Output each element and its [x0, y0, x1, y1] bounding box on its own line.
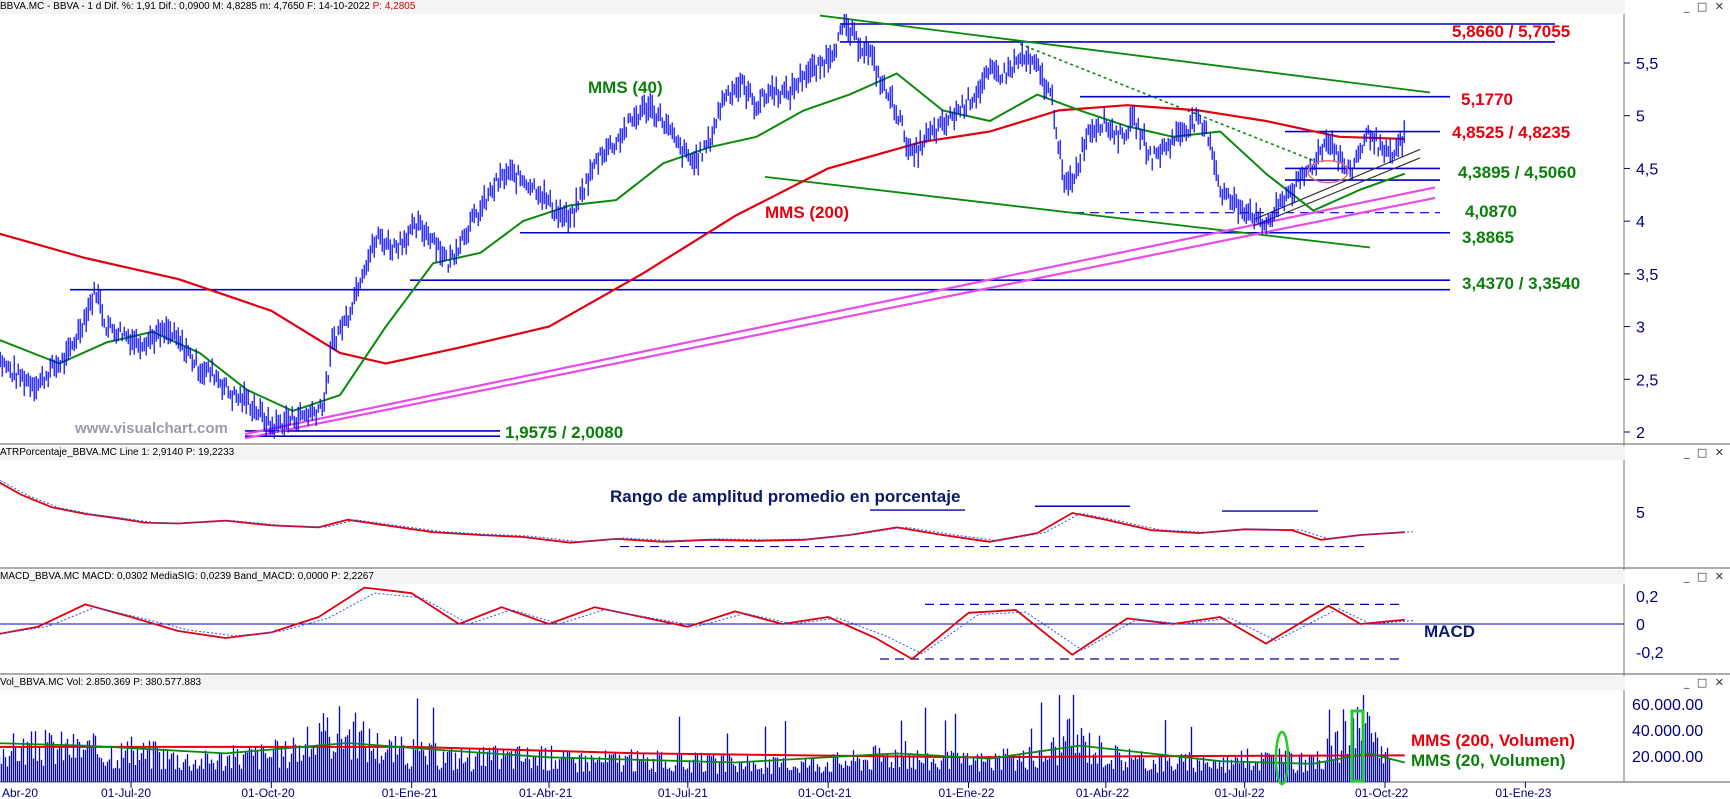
macd-ytick-label: -0,2 — [1636, 645, 1664, 662]
vol-highlight-rect — [1350, 709, 1365, 783]
level-label-3-8865: 3,8865 — [1462, 228, 1514, 247]
mms40-line — [0, 72, 1406, 412]
volume-panel: 60.000.00 40.000.00 20.000.00 — [0, 695, 1703, 786]
vol-highlight-ellipse — [1274, 730, 1290, 786]
xtick-label: 01-Ene-22 — [939, 786, 995, 799]
level-label-4-8525: 4,8525 / 4,8235 — [1452, 123, 1571, 142]
xtick-label: 01-Abr-22 — [1076, 786, 1130, 799]
channel-lower-line — [764, 175, 1371, 249]
vol-mms20-line — [0, 742, 1406, 765]
mms200-label: MMS (200) — [765, 203, 850, 222]
vol-ytick-label: 20.000.00 — [1632, 749, 1703, 766]
macd-ytick-label: 0,2 — [1636, 589, 1658, 606]
atr-line — [0, 481, 1405, 544]
volume-bars — [0, 695, 1391, 782]
price-ytick-label: 5,5 — [1636, 56, 1658, 73]
level-label-4-0870: 4,0870 — [1465, 202, 1517, 221]
vol-ytick-label: 60.000.00 — [1632, 697, 1703, 714]
price-ytick-label: 3 — [1636, 320, 1645, 337]
price-header-p: P: 4,2805 — [372, 1, 416, 12]
price-ytick-label: 2 — [1636, 425, 1645, 442]
macd-signal-line — [2, 592, 1415, 655]
xtick-label: 01-Ene-23 — [1495, 786, 1551, 799]
price-ytick-label: 2,5 — [1636, 372, 1658, 389]
price-ytick-label: 4 — [1636, 214, 1645, 231]
atr-signal-line — [0, 480, 1413, 543]
price-ytick-label: 3,5 — [1636, 267, 1658, 284]
level-label-5-1770: 5,1770 — [1461, 90, 1513, 109]
level-label-5-8660: 5,8660 / 5,7055 — [1452, 22, 1571, 41]
highlight-ellipse — [1307, 159, 1349, 184]
price-panel-window-controls[interactable]: _ □ ✕ — [1683, 0, 1726, 13]
price-ytick-label: 4,5 — [1636, 161, 1658, 178]
macd-ytick-label: 0 — [1636, 617, 1645, 634]
level-label-1-9575: 1,9575 / 2,0080 — [505, 423, 624, 442]
macd-panel: 0,2 0 -0,2 — [0, 586, 1664, 662]
level-label-4-3895: 4,3895 / 4,5060 — [1458, 163, 1577, 182]
xtick-label: 01-Oct-20 — [241, 786, 295, 799]
vol-ytick-label: 40.000.00 — [1632, 723, 1703, 740]
macd-panel-window-controls[interactable]: _ □ ✕ — [1683, 570, 1726, 583]
mms40-label: MMS (40) — [588, 78, 663, 97]
mms200-line — [0, 104, 1405, 365]
vol-header-text: Vol_BBVA.MC Vol: 2.850.369 P: 380.577.88… — [0, 677, 202, 688]
macd-line — [0, 586, 1405, 660]
watermark-logo: www.visualchart.com — [75, 420, 228, 437]
vol-mms200-line — [0, 745, 1405, 759]
atr-panel-window-controls[interactable]: _ □ ✕ — [1683, 446, 1726, 459]
level-label-3-4370: 3,4370 / 3,3540 — [1462, 274, 1581, 293]
xtick-label: 01-Jul-20 — [101, 786, 151, 799]
short-trendline-b — [1254, 157, 1421, 226]
xtick-label: 01-Jul-21 — [658, 786, 708, 799]
channel-upper-line — [819, 14, 1431, 94]
xtick-label: 01-Jul-22 — [1215, 786, 1265, 799]
xtick-label: Abr-20 — [2, 786, 38, 799]
vol-panel-window-controls[interactable]: _ □ ✕ — [1683, 676, 1726, 689]
xtick-label: 01-Oct-21 — [798, 786, 852, 799]
xtick-label: 01-Abr-21 — [519, 786, 573, 799]
xtick-label: 01-Ene-21 — [382, 786, 438, 799]
atr-ytick-label: 5 — [1636, 505, 1645, 522]
atr-panel: 5 — [0, 480, 1645, 548]
price-panel-header: BBVA.MC - BBVA - 1 d Dif. %: 1,91 Dif.: … — [0, 0, 1625, 14]
atr-panel-header: ATRPorcentaje_BBVA.MC Line 1: 2,9140 P: … — [0, 446, 1625, 460]
macd-label: MACD — [1424, 622, 1475, 641]
panel-frames: Abr-20 01-Jul-20 01-Oct-20 01-Ene-21 01-Abr-… — [0, 14, 1730, 799]
vol-mms20-label: MMS (20, Volumen) — [1411, 751, 1566, 770]
atr-header-text: ATRPorcentaje_BBVA.MC Line 1: 2,9140 P: … — [0, 447, 235, 458]
price-bars — [0, 12, 1405, 439]
atr-title-label: Rango de amplitud promedio en porcentaje — [610, 487, 961, 506]
vol-panel-header: Vol_BBVA.MC Vol: 2.850.369 P: 380.577.88… — [0, 676, 1625, 690]
price-header-text: BBVA.MC - BBVA - 1 d Dif. %: 1,91 Dif.: … — [0, 1, 370, 12]
long-trendline-lower — [244, 196, 1436, 440]
xtick-label: 01-Oct-22 — [1355, 786, 1409, 799]
price-panel: 5,5 5 4,5 4 3,5 3 2,5 2 — [0, 12, 1658, 442]
vol-mms200-label: MMS (200, Volumen) — [1411, 731, 1576, 750]
macd-panel-header: MACD_BBVA.MC MACD: 0,0302 MediaSIG: 0,02… — [0, 570, 1625, 584]
macd-header-text: MACD_BBVA.MC MACD: 0,0302 MediaSIG: 0,02… — [0, 571, 374, 582]
price-ytick-label: 5 — [1636, 109, 1645, 126]
long-trendline-upper — [244, 186, 1436, 436]
